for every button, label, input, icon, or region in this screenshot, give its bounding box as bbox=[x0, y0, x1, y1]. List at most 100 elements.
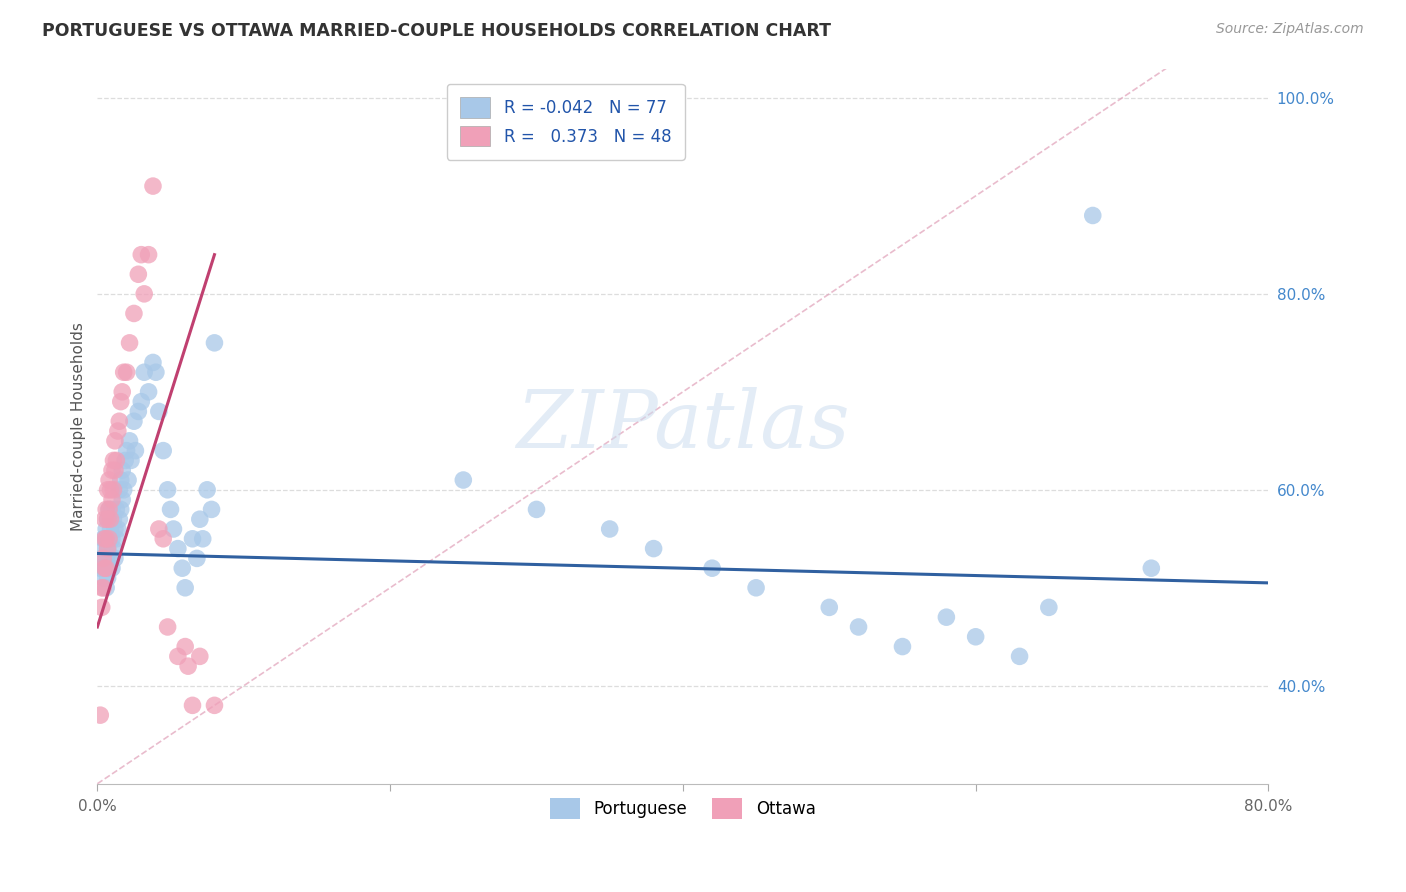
Point bbox=[965, 630, 987, 644]
Point bbox=[112, 365, 135, 379]
Point bbox=[94, 522, 117, 536]
Point bbox=[97, 571, 120, 585]
Point bbox=[94, 561, 117, 575]
Point bbox=[181, 698, 204, 713]
Point bbox=[111, 384, 134, 399]
Point bbox=[148, 522, 170, 536]
Point bbox=[89, 561, 111, 575]
Point bbox=[104, 522, 127, 536]
Point bbox=[112, 483, 135, 497]
Point bbox=[191, 532, 214, 546]
Point bbox=[101, 463, 124, 477]
Point bbox=[152, 532, 174, 546]
Point bbox=[97, 512, 120, 526]
Point bbox=[93, 532, 115, 546]
Point bbox=[114, 453, 136, 467]
Point bbox=[94, 532, 117, 546]
Text: Source: ZipAtlas.com: Source: ZipAtlas.com bbox=[1216, 22, 1364, 37]
Point bbox=[643, 541, 665, 556]
Point bbox=[111, 492, 134, 507]
Point bbox=[124, 443, 146, 458]
Point bbox=[94, 581, 117, 595]
Text: ZIPatlas: ZIPatlas bbox=[516, 387, 849, 465]
Point bbox=[90, 581, 112, 595]
Point bbox=[453, 473, 475, 487]
Point bbox=[172, 561, 194, 575]
Point bbox=[186, 551, 208, 566]
Point bbox=[101, 502, 124, 516]
Point bbox=[104, 434, 127, 448]
Point bbox=[129, 394, 152, 409]
Point bbox=[167, 541, 190, 556]
Point bbox=[120, 453, 142, 467]
Point bbox=[702, 561, 724, 575]
Point bbox=[129, 248, 152, 262]
Point bbox=[90, 551, 112, 566]
Point bbox=[935, 610, 957, 624]
Point bbox=[134, 365, 156, 379]
Point bbox=[142, 355, 165, 369]
Point bbox=[122, 306, 145, 320]
Point bbox=[107, 424, 129, 438]
Point bbox=[97, 483, 120, 497]
Point bbox=[103, 512, 125, 526]
Point bbox=[98, 532, 121, 546]
Point bbox=[156, 620, 179, 634]
Y-axis label: Married-couple Households: Married-couple Households bbox=[72, 322, 86, 531]
Point bbox=[127, 404, 149, 418]
Point bbox=[1081, 209, 1104, 223]
Point bbox=[103, 483, 125, 497]
Point bbox=[97, 541, 120, 556]
Point bbox=[89, 708, 111, 723]
Point bbox=[148, 404, 170, 418]
Point bbox=[152, 443, 174, 458]
Point bbox=[1140, 561, 1163, 575]
Point bbox=[94, 551, 117, 566]
Point bbox=[195, 483, 218, 497]
Point bbox=[104, 463, 127, 477]
Point bbox=[104, 551, 127, 566]
Point bbox=[97, 541, 120, 556]
Point bbox=[134, 286, 156, 301]
Point bbox=[526, 502, 548, 516]
Point bbox=[93, 512, 115, 526]
Point bbox=[100, 512, 122, 526]
Point bbox=[98, 502, 121, 516]
Point bbox=[204, 698, 226, 713]
Point bbox=[167, 649, 190, 664]
Point bbox=[115, 443, 138, 458]
Point bbox=[138, 248, 160, 262]
Point bbox=[110, 473, 132, 487]
Point bbox=[204, 335, 226, 350]
Point bbox=[105, 453, 128, 467]
Point bbox=[1038, 600, 1060, 615]
Point bbox=[93, 561, 115, 575]
Point bbox=[90, 600, 112, 615]
Point bbox=[848, 620, 870, 634]
Point bbox=[101, 561, 124, 575]
Point bbox=[108, 414, 131, 428]
Point bbox=[745, 581, 768, 595]
Point bbox=[891, 640, 914, 654]
Point bbox=[107, 522, 129, 536]
Point bbox=[100, 483, 122, 497]
Point bbox=[94, 502, 117, 516]
Point bbox=[159, 502, 181, 516]
Point bbox=[145, 365, 167, 379]
Point bbox=[110, 394, 132, 409]
Point bbox=[162, 522, 184, 536]
Point bbox=[103, 453, 125, 467]
Point bbox=[181, 532, 204, 546]
Point bbox=[200, 502, 222, 516]
Legend: Portuguese, Ottawa: Portuguese, Ottawa bbox=[544, 792, 823, 825]
Point bbox=[1008, 649, 1031, 664]
Text: PORTUGUESE VS OTTAWA MARRIED-COUPLE HOUSEHOLDS CORRELATION CHART: PORTUGUESE VS OTTAWA MARRIED-COUPLE HOUS… bbox=[42, 22, 831, 40]
Point bbox=[115, 365, 138, 379]
Point bbox=[117, 473, 139, 487]
Point bbox=[127, 267, 149, 281]
Point bbox=[118, 434, 141, 448]
Point bbox=[98, 532, 121, 546]
Point bbox=[108, 483, 131, 497]
Point bbox=[142, 179, 165, 194]
Point bbox=[818, 600, 841, 615]
